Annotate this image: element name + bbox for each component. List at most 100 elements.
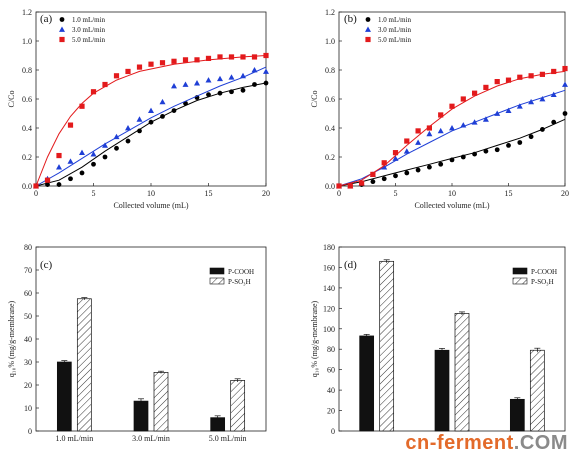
panel-d-ytick-label: 160 bbox=[323, 263, 335, 272]
panel-b-point bbox=[415, 167, 421, 173]
panel-a-point bbox=[205, 55, 212, 61]
panel-b-point bbox=[415, 128, 421, 134]
panel-c-bar bbox=[133, 400, 149, 432]
panel-a-point bbox=[160, 114, 165, 119]
panel-c-category-label: 3.0 mL/min bbox=[132, 434, 170, 443]
panel-a-point bbox=[102, 154, 108, 160]
panel-b-point bbox=[392, 150, 399, 156]
panel-b-point bbox=[562, 111, 568, 116]
panel-a-point bbox=[171, 58, 177, 64]
panel-b-point bbox=[472, 90, 478, 96]
panel-a-point bbox=[68, 176, 73, 182]
panel-b-legend-marker bbox=[365, 17, 371, 22]
panel-a-point bbox=[263, 80, 269, 86]
panel-a-point bbox=[228, 54, 235, 60]
panel-a-point bbox=[171, 108, 177, 113]
panel-a-point bbox=[252, 82, 257, 87]
panel-b-point bbox=[460, 122, 467, 128]
panel-a-fit-line-1 bbox=[35, 66, 267, 187]
panel-a-xtick-label: 15 bbox=[205, 189, 213, 198]
panel-b-point bbox=[472, 151, 477, 157]
panel-a-point bbox=[136, 116, 143, 122]
panel-a-point bbox=[182, 57, 189, 63]
panel-b-xtick-label: 20 bbox=[561, 189, 569, 198]
panel-d-bar bbox=[509, 398, 525, 432]
panel-c-bar bbox=[230, 380, 246, 432]
panel-b-point bbox=[483, 148, 489, 154]
panel-b-point bbox=[392, 155, 399, 161]
panel-b-point bbox=[426, 125, 432, 131]
panel-c-ylabel: q₁₀% (mg/g-membrane) bbox=[7, 300, 16, 377]
panel-b-point bbox=[370, 179, 376, 185]
panel-a-point bbox=[79, 103, 85, 109]
panel-c-ytick-label: 70 bbox=[24, 266, 32, 275]
panel-b-point bbox=[517, 74, 523, 80]
panel-d-label: (d) bbox=[344, 259, 357, 271]
panel-b-point bbox=[471, 119, 478, 125]
panel-a-point bbox=[240, 54, 246, 60]
panel-b-ytick-label: 1.0 bbox=[325, 37, 335, 46]
panel-d-ytick-label: 20 bbox=[327, 407, 335, 416]
panel-b-point bbox=[483, 84, 489, 90]
panel-b-point bbox=[517, 140, 523, 145]
panel-b-xtick-label: 10 bbox=[448, 189, 456, 198]
panel-c-ytick-label: 30 bbox=[24, 358, 32, 367]
panel-a-ytick-label: 1.0 bbox=[22, 37, 32, 46]
panel-b-legend-label: 1.0 mL/min bbox=[378, 16, 412, 24]
panel-d-ytick-label: 0 bbox=[331, 427, 335, 436]
panel-b-legend-marker bbox=[365, 26, 371, 32]
panel-a-ytick-label: 1.2 bbox=[22, 8, 32, 17]
panel-b-ytick-label: 0.4 bbox=[325, 124, 335, 133]
panel-a-point bbox=[194, 57, 200, 63]
panel-b-point bbox=[336, 183, 342, 189]
panel-b-point bbox=[505, 77, 512, 83]
panel-d-bar bbox=[434, 349, 450, 432]
panel-d-ytick-label: 120 bbox=[323, 304, 335, 313]
panel-a-legend-label: 1.0 mL/min bbox=[72, 16, 106, 24]
panel-a-point bbox=[206, 92, 211, 98]
panel-d-legend-label: P-SO₃H bbox=[531, 278, 554, 286]
panel-d-ytick-label: 100 bbox=[323, 325, 335, 334]
panel-c-category-label: 5.0 mL/min bbox=[209, 434, 247, 443]
panel-b-point bbox=[347, 183, 353, 189]
panel-b-point bbox=[437, 127, 444, 134]
panel-b-xtick-label: 0 bbox=[337, 189, 341, 198]
panel-d-legend-swatch bbox=[512, 267, 528, 275]
panel-b-point bbox=[381, 164, 388, 170]
panel-b-point bbox=[449, 125, 455, 131]
panel-a-point bbox=[194, 80, 200, 86]
panel-a-point bbox=[67, 158, 74, 164]
panel-a-legend-label: 5.0 mL/min bbox=[72, 36, 106, 44]
panel-a-point bbox=[251, 54, 258, 60]
panel-b-point bbox=[404, 170, 410, 176]
panel-a-point bbox=[56, 152, 62, 159]
panel-b-xlabel: Collected volume (mL) bbox=[414, 201, 489, 210]
panel-d-bar bbox=[379, 260, 395, 432]
panel-a-ylabel: C/Co bbox=[7, 91, 16, 108]
panel-b-xtick-label: 5 bbox=[394, 189, 398, 198]
panel-a-point bbox=[125, 125, 131, 131]
panel-a-point bbox=[45, 182, 50, 187]
panel-a-point bbox=[102, 142, 108, 148]
panel-c-bar bbox=[153, 372, 169, 432]
panel-c-ytick-label: 20 bbox=[24, 381, 32, 390]
panel-a-point bbox=[240, 87, 246, 93]
watermark-suffix: .COM bbox=[513, 432, 568, 454]
panel-d-frame bbox=[338, 246, 566, 432]
panel-a-point bbox=[114, 145, 119, 151]
panel-a-point bbox=[44, 177, 51, 183]
panel-b-point bbox=[516, 103, 523, 109]
panel-b-point bbox=[550, 91, 557, 98]
panel-a-label: (a) bbox=[40, 13, 53, 25]
panel-a-xlabel: Collected volume (mL) bbox=[113, 201, 188, 210]
panel-a-ytick-label: 0.8 bbox=[22, 66, 32, 75]
panel-b-point bbox=[438, 161, 444, 167]
panel-b-point bbox=[381, 176, 387, 182]
panel-d-legend-swatch bbox=[512, 277, 528, 285]
panel-b-point bbox=[381, 160, 387, 166]
panel-a-point bbox=[159, 98, 166, 105]
panel-a-point bbox=[148, 61, 154, 67]
panel-a-point bbox=[182, 81, 189, 87]
panel-b-point bbox=[551, 119, 557, 125]
